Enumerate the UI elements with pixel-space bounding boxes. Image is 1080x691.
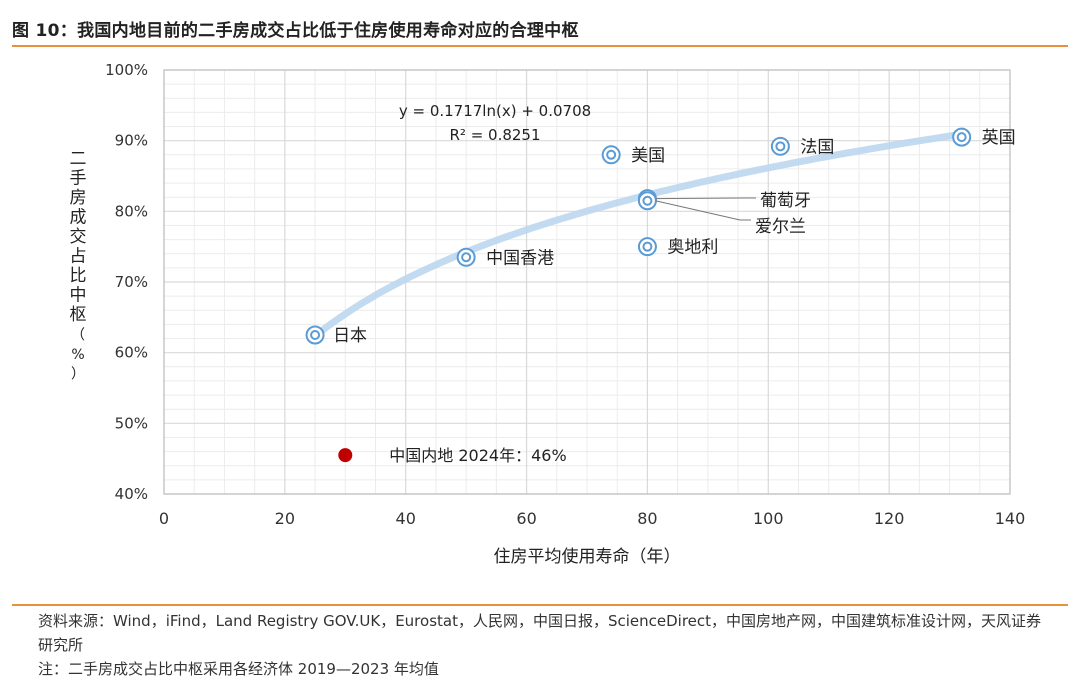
data-label: 爱尔兰 [755,217,806,237]
y-axis-title-char: 占 [70,247,87,267]
data-point-inner [461,252,472,263]
x-tick-label: 80 [637,509,657,528]
trendline-equation: y = 0.1717ln(x) + 0.0708 [399,102,591,120]
y-axis-title-char: 枢 [70,305,87,325]
y-axis-title-char: 房 [70,188,87,208]
data-label: 法国 [800,137,834,157]
y-tick-label: 80% [115,202,148,220]
source-note: 资料来源：Wind，iFind，Land Registry GOV.UK，Eur… [38,612,1042,654]
x-tick-label: 20 [275,509,295,528]
title-divider [12,45,1068,47]
y-axis-title-char: 二 [70,149,87,169]
data-point-inner [642,241,653,252]
x-tick-label: 0 [159,509,169,528]
x-axis-title: 住房平均使用寿命（年） [494,546,681,567]
y-tick-label: 40% [115,485,148,503]
data-label: 奥地利 [667,238,718,258]
x-tick-label: 140 [995,509,1026,528]
y-tick-label: 60% [115,344,148,362]
scatter-chart: 0 20 40 60 80 100 120 140 40% 50% 60% 70% 80% 90% 100%… [70,61,1026,567]
data-point-inner [310,330,321,340]
x-tick-label: 100 [753,509,784,528]
data-label: 中国香港 [486,248,554,268]
y-tick-label: 50% [115,414,148,432]
x-tick-label: 120 [874,509,905,528]
data-point-inner [606,149,617,160]
y-axis-title-char: 成 [70,208,87,228]
y-axis-title-char: ） [71,367,85,383]
y-tick-label: 100% [105,61,148,79]
y-axis-title-char: % [71,347,84,363]
plot-border [163,69,1011,495]
footer: 资料来源：Wind，iFind，Land Registry GOV.UK，Eur… [38,609,1048,681]
axes: 0 20 40 60 80 100 120 140 40% 50% 60% 70% 80% 90% 100% [105,61,1025,528]
y-axis-title-char: 手 [70,169,87,189]
leader-line [655,197,756,200]
chart-area: 0 20 40 60 80 100 120 140 40% 50% 60% 70% 80% 90% 100%… [0,48,1080,600]
grid [163,69,1011,495]
data-label: 英国 [982,128,1016,148]
data-point-inner [642,195,653,206]
data-label: 美国 [631,146,665,166]
data-points [305,127,972,463]
footer-divider [12,604,1068,606]
highlight-point [338,448,353,463]
x-tick-label: 40 [396,509,416,528]
y-axis-title-char: 中 [70,286,87,306]
y-axis-title-char: 交 [70,227,87,247]
y-axis-title-char: 比 [70,266,87,286]
trendline-r2: R² = 0.8251 [449,126,540,144]
highlight-label: 中国内地 2024年：46% [389,446,566,465]
figure-title: 图 10：我国内地目前的二手房成交占比低于住房使用寿命对应的合理中枢 [12,21,579,41]
data-point-inner [775,141,786,152]
data-label: 日本 [333,326,367,346]
data-point-inner [956,132,967,143]
x-tick-label: 60 [516,509,536,528]
footnote: 注：二手房成交占比中枢采用各经济体 2019—2023 年均值 [38,660,439,678]
y-tick-label: 70% [115,273,148,291]
leader-line [655,200,751,221]
y-axis-title: 二手房成交占比中枢 （% ） [70,149,87,383]
data-label: 葡萄牙 [760,191,811,211]
y-tick-label: 90% [115,132,148,150]
y-axis-title-char: （ [71,328,85,344]
